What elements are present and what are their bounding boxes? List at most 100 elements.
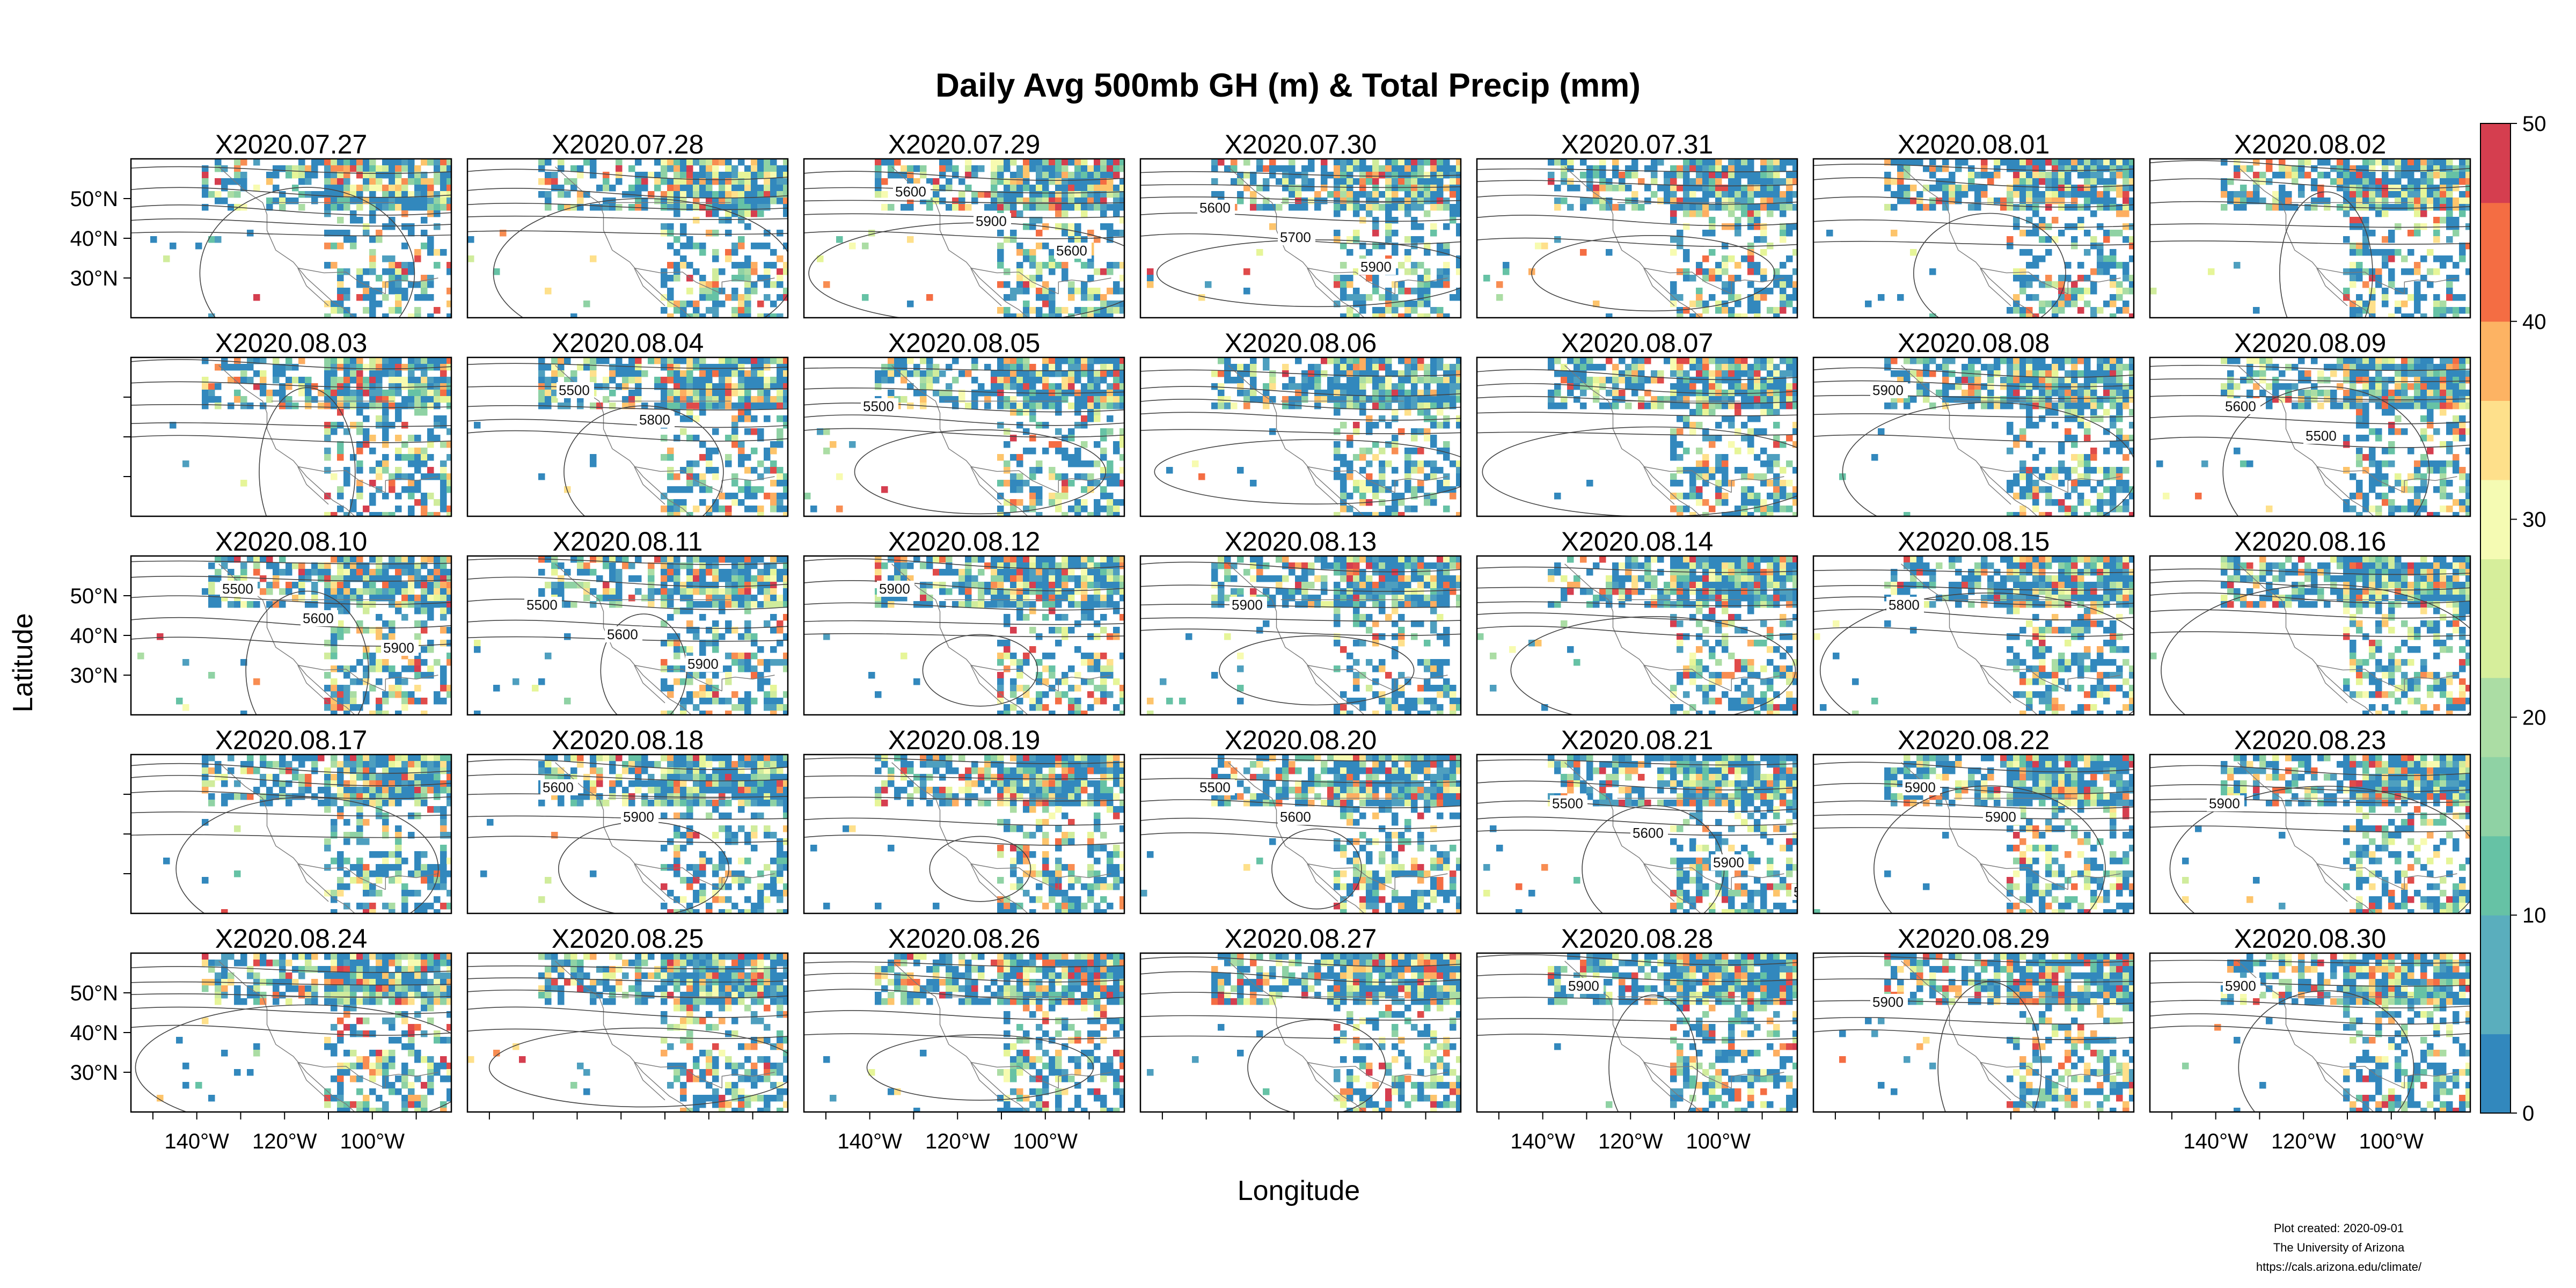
precip-cell xyxy=(2234,204,2241,211)
precip-cell xyxy=(2465,204,2470,211)
precip-cell xyxy=(907,301,914,308)
precip-cell xyxy=(1728,390,1735,397)
precip-cell xyxy=(1651,191,1658,198)
precip-cell xyxy=(1404,185,1411,192)
precip-cell xyxy=(1385,460,1392,467)
precip-cell xyxy=(1773,204,1780,211)
precip-cell xyxy=(1417,480,1424,487)
precip-cell xyxy=(337,294,344,301)
precip-cell xyxy=(2279,191,2286,198)
precip-cell xyxy=(208,313,215,318)
precip-cell xyxy=(1055,364,1062,371)
precip-cell xyxy=(2026,230,2033,237)
precip-cell xyxy=(1392,159,1399,166)
precip-cell xyxy=(1715,262,1722,269)
precip-cell xyxy=(1580,402,1587,409)
precip-cell xyxy=(440,460,447,467)
precip-cell xyxy=(1372,370,1379,377)
precip-cell xyxy=(434,307,441,314)
precip-cell xyxy=(2110,159,2117,166)
precip-cell xyxy=(1904,357,1911,364)
precip-cell xyxy=(1792,364,1797,371)
precip-cell xyxy=(414,435,421,442)
precip-cell xyxy=(2123,191,2129,198)
precip-cell xyxy=(1644,357,1651,364)
precip-cell xyxy=(376,473,383,480)
precip-cell xyxy=(1036,460,1043,467)
panel-title: X2020.07.28 xyxy=(552,129,704,159)
precip-cell xyxy=(1773,383,1780,390)
precip-cell xyxy=(2019,204,2026,211)
precip-cell xyxy=(1735,370,1741,377)
precip-cell xyxy=(738,460,745,467)
precip-cell xyxy=(667,396,674,403)
precip-cell xyxy=(1767,506,1774,513)
precip-cell xyxy=(764,243,771,250)
precip-cell xyxy=(712,197,719,204)
precip-cell xyxy=(1042,191,1049,198)
precip-cell xyxy=(447,191,451,198)
precip-cell xyxy=(401,396,408,403)
precip-cell xyxy=(1398,172,1405,179)
precip-cell xyxy=(1243,402,1250,409)
precip-cell xyxy=(1049,357,1056,364)
precip-cell xyxy=(1916,390,1923,397)
precip-cell xyxy=(1754,307,1761,314)
precip-cell xyxy=(2116,383,2123,390)
precip-cell xyxy=(1760,191,1767,198)
precip-cell xyxy=(1010,370,1017,377)
precip-cell xyxy=(719,191,726,198)
precip-cell xyxy=(305,390,312,397)
precip-cell xyxy=(1308,185,1315,192)
precip-cell xyxy=(777,230,784,237)
precip-cell xyxy=(260,357,267,364)
precip-cell xyxy=(1042,281,1049,288)
precip-cell xyxy=(693,435,700,442)
precip-cell xyxy=(1359,185,1366,192)
precip-cell xyxy=(699,383,706,390)
precip-cell xyxy=(337,275,344,282)
precip-cell xyxy=(1430,223,1437,230)
precip-cell xyxy=(1263,178,1270,185)
precip-cell xyxy=(2446,197,2453,204)
precip-cell xyxy=(1004,512,1011,516)
precip-cell xyxy=(1443,185,1450,192)
precip-cell xyxy=(1081,185,1088,192)
precip-cell xyxy=(731,480,738,487)
precip-cell xyxy=(1256,396,1263,403)
precip-cell xyxy=(1456,422,1461,429)
precip-cell xyxy=(2388,185,2395,192)
precip-cell xyxy=(1029,255,1036,262)
precip-cell xyxy=(609,204,616,211)
precip-cell xyxy=(2356,172,2363,179)
precip-cell xyxy=(1417,204,1424,211)
precip-cell xyxy=(1456,230,1461,237)
precip-cell xyxy=(997,255,1004,262)
precip-cell xyxy=(2052,217,2059,224)
precip-cell xyxy=(661,191,668,198)
precip-cell xyxy=(273,197,280,204)
precip-cell xyxy=(1728,512,1735,516)
precip-cell xyxy=(1074,165,1081,172)
precip-cell xyxy=(770,396,777,403)
precip-cell xyxy=(2123,275,2129,282)
precip-cell xyxy=(427,294,434,301)
precip-cell xyxy=(2388,236,2395,243)
precip-cell xyxy=(228,402,235,409)
precip-cell xyxy=(1049,294,1056,301)
precip-cell xyxy=(1042,396,1049,403)
map-line xyxy=(1307,466,1395,493)
precip-cell xyxy=(421,185,428,192)
precip-cell xyxy=(2013,159,2020,166)
precip-cell xyxy=(311,165,318,172)
precip-cell xyxy=(1359,409,1366,416)
precip-cell xyxy=(1340,275,1347,282)
precip-cell xyxy=(1586,178,1593,185)
precip-cell xyxy=(1327,390,1334,397)
precip-cell xyxy=(2026,294,2033,301)
precip-cell xyxy=(228,364,235,371)
precip-cell xyxy=(783,197,788,204)
precip-cell xyxy=(1792,178,1797,185)
precip-cell xyxy=(628,364,635,371)
precip-cell xyxy=(414,281,421,288)
